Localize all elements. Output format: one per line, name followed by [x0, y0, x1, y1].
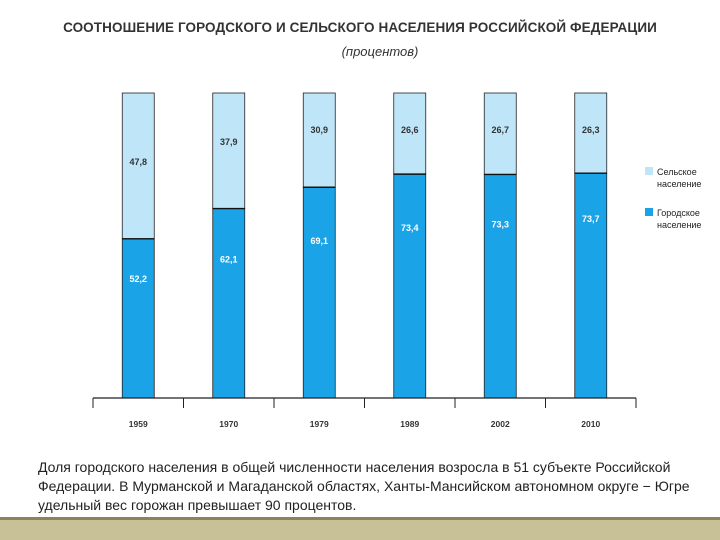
- bar-urban-2010: [574, 172, 608, 399]
- legend-label-urban: Городское население: [657, 208, 702, 230]
- label-urban-1959: 52,2: [129, 274, 147, 284]
- x-tick-label-2010: 2010: [581, 419, 600, 429]
- bar-rural-2010: [574, 92, 608, 174]
- x-tick-label-1959: 1959: [129, 419, 148, 429]
- label-urban-1979: 69,1: [310, 236, 328, 246]
- label-urban-1970: 62,1: [220, 255, 238, 265]
- label-urban-1989: 73,4: [401, 223, 419, 233]
- label-rural-2002: 26,7: [491, 125, 509, 135]
- bar-urban-1979: [302, 186, 336, 399]
- label-urban-2002: 73,3: [491, 219, 509, 229]
- label-rural-1959: 47,8: [129, 157, 147, 167]
- bar-rural-1979: [302, 92, 336, 188]
- legend-item-urban: Городское население: [645, 207, 720, 231]
- footer-band-line: [0, 517, 720, 520]
- label-rural-2010: 26,3: [582, 125, 600, 135]
- bar-urban-2002: [483, 174, 517, 399]
- caption-text: Доля городского населения в общей числен…: [38, 459, 690, 513]
- legend-swatch-urban: [645, 208, 653, 216]
- chart-title: СООТНОШЕНИЕ ГОРОДСКОГО И СЕЛЬСКОГО НАСЕЛ…: [63, 20, 657, 35]
- legend-item-rural: Сельское население: [645, 166, 720, 190]
- x-tick-label-1970: 1970: [219, 419, 238, 429]
- label-rural-1970: 37,9: [220, 137, 238, 147]
- x-tick-label-2002: 2002: [491, 419, 510, 429]
- bar-rural-1959: [121, 92, 155, 240]
- bar-rural-1970: [212, 92, 246, 209]
- footer-band: [0, 520, 720, 540]
- bar-urban-1959: [121, 238, 155, 399]
- bar-urban-1970: [212, 208, 246, 399]
- bar-rural-1989: [393, 92, 427, 175]
- x-tick-label-1979: 1979: [310, 419, 329, 429]
- label-rural-1979: 30,9: [310, 125, 328, 135]
- label-urban-2010: 73,7: [582, 214, 600, 224]
- legend-label-rural: Сельское население: [657, 167, 702, 189]
- bar-urban-1989: [393, 173, 427, 399]
- stacked-bar-chart: 47,8 52,2 1959 37,9 62,1 1970 30,9 69,1 1979 26,6…: [92, 92, 637, 429]
- x-tick-label-1989: 1989: [400, 419, 419, 429]
- label-rural-1989: 26,6: [401, 125, 419, 135]
- legend-swatch-rural: [645, 167, 653, 175]
- chart-subtitle: (процентов): [341, 44, 419, 59]
